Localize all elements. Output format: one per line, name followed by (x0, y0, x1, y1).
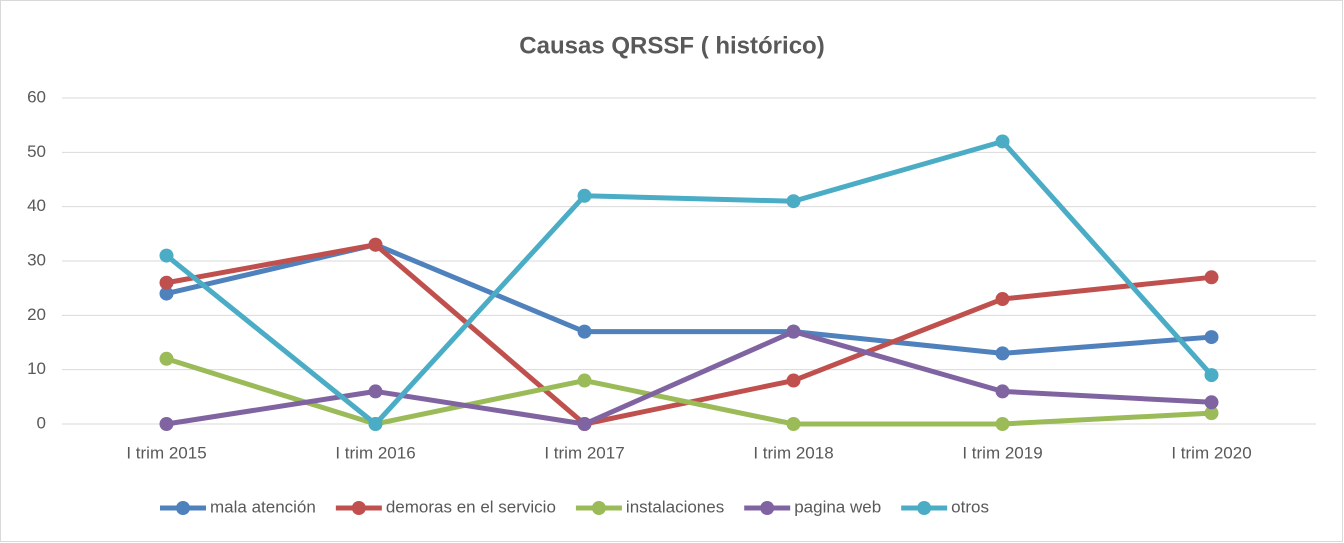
legend-marker (760, 501, 775, 515)
x-tick-label: I trim 2015 (126, 443, 206, 462)
data-point (995, 384, 1010, 399)
data-point (159, 248, 174, 263)
legend-marker (351, 501, 366, 515)
data-point (577, 373, 592, 388)
data-point (368, 417, 383, 431)
legend-marker (176, 501, 190, 515)
data-point (1204, 270, 1219, 285)
data-point (786, 417, 801, 431)
data-point (577, 188, 592, 203)
data-point (995, 292, 1010, 307)
y-tick-label: 40 (27, 196, 46, 215)
y-tick-label: 20 (27, 305, 46, 324)
chart-title: Causas QRSSF ( histórico) (519, 32, 824, 59)
data-point (995, 346, 1010, 361)
legend-label: demoras en el servicio (386, 497, 556, 516)
x-tick-label: I trim 2017 (544, 443, 624, 462)
legend-label: mala atención (210, 497, 316, 516)
x-tick-label: I trim 2019 (962, 443, 1042, 462)
series-line (165, 356, 1212, 427)
series-line (164, 138, 1214, 427)
data-point (159, 275, 174, 290)
data-point (786, 373, 801, 388)
legend-label: otros (951, 497, 989, 516)
data-point (786, 324, 801, 339)
data-point (995, 417, 1010, 431)
y-tick-label: 60 (27, 87, 46, 106)
data-point (1204, 330, 1219, 345)
legend-label: pagina web (794, 497, 881, 516)
data-point (159, 286, 174, 301)
legend-label: instalaciones (626, 497, 724, 516)
x-tick-label: I trim 2016 (335, 443, 415, 462)
data-point (159, 351, 174, 366)
data-point (159, 417, 174, 431)
data-point (577, 417, 592, 431)
data-point (368, 237, 383, 252)
data-point (577, 324, 592, 339)
y-tick-label: 10 (27, 359, 46, 378)
y-tick-label: 50 (27, 142, 46, 161)
data-point (995, 134, 1010, 149)
x-tick-label: I trim 2018 (753, 443, 833, 462)
data-point (1204, 406, 1219, 421)
data-point (368, 384, 383, 399)
y-tick-label: 0 (37, 413, 46, 432)
legend-marker (917, 501, 932, 515)
legend-marker (591, 501, 606, 515)
y-tick-label: 30 (27, 250, 46, 269)
data-point (786, 194, 801, 209)
x-tick-label: I trim 2020 (1171, 443, 1251, 462)
data-point (1204, 368, 1219, 383)
data-point (1204, 395, 1219, 410)
